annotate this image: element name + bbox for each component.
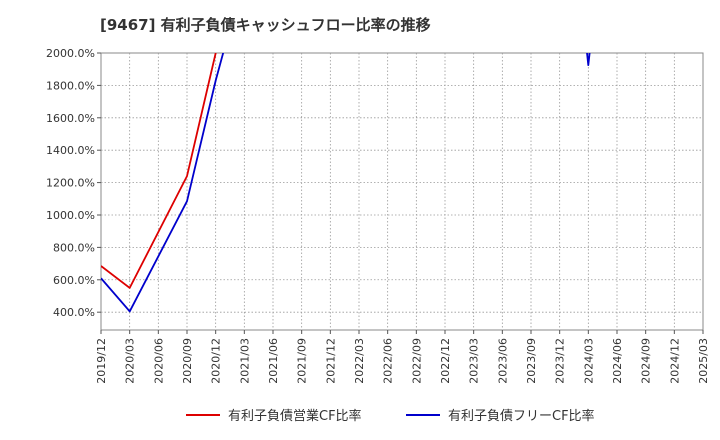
x-tick-label: 2024/12 <box>668 338 681 384</box>
y-tick-label: 600.0% <box>53 274 95 287</box>
x-tick-label: 2020/09 <box>181 338 194 384</box>
y-tick-label: 1600.0% <box>46 112 95 125</box>
legend: 有利子負債営業CF比率 有利子負債フリーCF比率 <box>186 408 595 424</box>
plot-area <box>100 52 704 331</box>
x-tick-label: 2022/12 <box>439 338 452 384</box>
chart-title: [9467] 有利子負債キャッシュフロー比率の推移 <box>100 16 431 34</box>
y-tick-label: 400.0% <box>53 306 95 319</box>
y-tick-label: 1800.0% <box>46 79 95 92</box>
grid-layer <box>101 53 703 330</box>
x-tick-label: 2020/03 <box>124 338 137 384</box>
x-tick-label: 2024/03 <box>582 338 595 384</box>
y-tick-label: 800.0% <box>53 241 95 254</box>
x-tick-label: 2021/12 <box>324 338 337 384</box>
y-tick-label: 1400.0% <box>46 144 95 157</box>
x-tick-label: 2021/06 <box>267 338 280 384</box>
series-line-2 <box>101 53 225 313</box>
legend-label-1: 有利子負債営業CF比率 <box>228 408 362 424</box>
x-tick-label: 2022/03 <box>353 338 366 384</box>
y-tick-label: 2000.0% <box>46 47 95 60</box>
x-tick-label: 2024/06 <box>611 338 624 384</box>
x-tick-label: 2021/09 <box>296 338 309 384</box>
x-tick-label: 2022/06 <box>382 338 395 384</box>
x-tick-label: 2020/06 <box>152 338 165 384</box>
x-tick-label: 2021/03 <box>238 338 251 384</box>
x-tick-label: 2020/12 <box>210 338 223 384</box>
x-axis: 2019/12 2020/03 2020/06 2020/09 2020/12 2021/… <box>95 330 710 384</box>
x-tick-label: 2024/09 <box>640 338 653 384</box>
x-tick-label: 2023/09 <box>525 338 538 384</box>
x-tick-label: 2023/06 <box>496 338 509 384</box>
x-tick-label: 2023/12 <box>554 338 567 384</box>
y-tick-label: 1200.0% <box>46 177 95 190</box>
y-tick-label: 1000.0% <box>46 209 95 222</box>
legend-label-2: 有利子負債フリーCF比率 <box>448 408 595 424</box>
x-tick-label: 2022/09 <box>410 338 423 384</box>
series-layer <box>101 53 591 313</box>
series-line-1 <box>101 53 217 289</box>
series-line-2-segment <box>586 53 591 66</box>
x-tick-label: 2025/03 <box>697 338 710 384</box>
x-tick-label: 2023/03 <box>468 338 481 384</box>
x-tick-label: 2019/12 <box>95 338 108 384</box>
y-axis: 400.0% 600.0% 800.0% 1000.0% 1200.0% 1400.0% 1… <box>46 47 101 319</box>
